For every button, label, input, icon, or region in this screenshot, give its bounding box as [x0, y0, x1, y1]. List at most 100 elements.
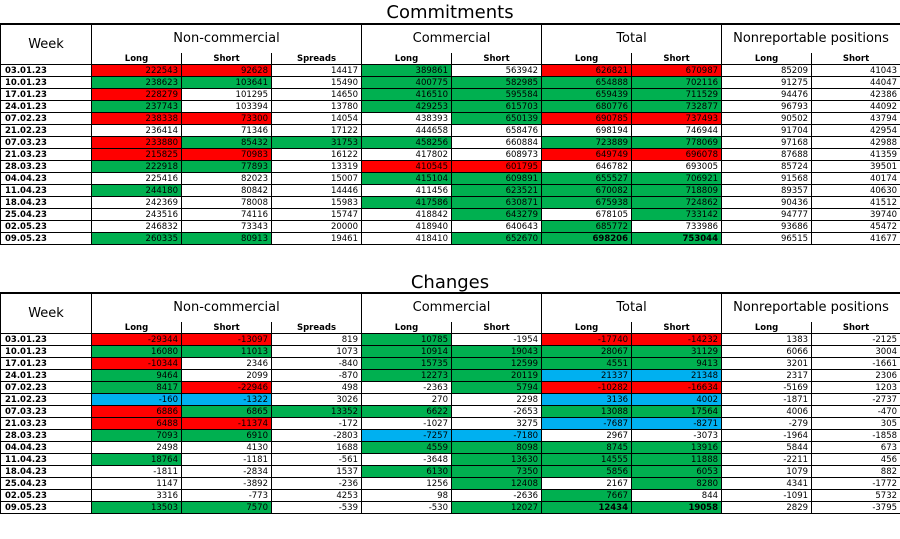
week-cell: 21.02.23	[0, 124, 92, 137]
value-cell: 1537	[271, 465, 362, 478]
week-cell: 25.04.23	[0, 208, 92, 221]
value-cell: 410545	[361, 160, 452, 173]
value-cell: 458256	[361, 136, 452, 149]
value-cell: 15747	[271, 208, 362, 221]
table-row: 21.02.23 -160 -1322 3026 270 2298 3136 4002 -187…	[0, 393, 900, 406]
table-row: 28.03.23 222918 77893 13319 410545 601795 6467…	[0, 160, 900, 173]
value-cell: 2306	[811, 369, 900, 382]
value-cell: -160	[91, 393, 182, 406]
value-cell: 844	[631, 489, 723, 502]
value-cell: 7093	[91, 429, 182, 442]
value-cell: -7687	[541, 417, 633, 430]
value-cell: 96515	[721, 232, 813, 245]
table-row: 21.02.23 236414 71346 17122 444658 658476 6981…	[0, 124, 900, 137]
value-cell: 4253	[271, 489, 362, 502]
value-cell: 73343	[181, 220, 272, 233]
value-cell: 92628	[181, 64, 272, 77]
value-cell: 2298	[450, 393, 543, 406]
week-cell: 09.05.23	[0, 232, 92, 245]
value-cell: 19461	[271, 232, 362, 245]
spreads-header: Spreads	[271, 53, 362, 65]
value-cell: 1383	[721, 333, 813, 346]
value-cell: 685772	[541, 220, 633, 233]
value-cell: 718809	[631, 184, 723, 197]
value-cell: 2317	[721, 369, 813, 382]
value-cell: 14650	[271, 88, 362, 101]
value-cell: 19043	[450, 345, 543, 358]
value-cell: -3795	[811, 501, 900, 514]
value-cell: 6066	[721, 345, 813, 358]
value-cell: 41359	[811, 148, 900, 161]
value-cell: 13088	[541, 405, 633, 418]
value-cell: 658476	[450, 124, 543, 137]
week-cell: 18.04.23	[0, 196, 92, 209]
value-cell: 778069	[631, 136, 723, 149]
value-cell: -773	[181, 489, 272, 502]
value-cell: 13630	[450, 453, 543, 466]
value-cell: 10914	[361, 345, 452, 358]
value-cell: -29344	[91, 333, 182, 346]
short-header: Short	[631, 322, 723, 334]
value-cell: 733986	[631, 220, 723, 233]
value-cell: 31753	[271, 136, 362, 149]
value-cell: 78008	[181, 196, 272, 209]
value-cell: 42386	[811, 88, 900, 101]
value-cell: -2636	[450, 489, 543, 502]
value-cell: 74116	[181, 208, 272, 221]
value-cell: -870	[271, 369, 362, 382]
week-cell: 24.01.23	[0, 100, 92, 113]
value-cell: 9413	[631, 357, 723, 370]
value-cell: -1954	[450, 333, 543, 346]
value-cell: -1772	[811, 477, 900, 490]
value-cell: 2167	[541, 477, 633, 490]
value-cell: 222918	[91, 160, 182, 173]
value-cell: 1147	[91, 477, 182, 490]
value-cell: 5732	[811, 489, 900, 502]
value-cell: 7350	[450, 465, 543, 478]
value-cell: -279	[721, 417, 813, 430]
table-row: 03.01.23 -29344 -13097 819 10785 -1954 -17740-…	[0, 333, 900, 346]
nonreportable-header: Nonreportable positions	[721, 293, 900, 322]
value-cell: -7180	[450, 429, 543, 442]
value-cell: 418842	[361, 208, 452, 221]
week-cell: 03.01.23	[0, 64, 92, 77]
value-cell: 13319	[271, 160, 362, 173]
nonreportable-header: Nonreportable positions	[721, 24, 900, 53]
value-cell: 626821	[541, 64, 633, 77]
value-cell: 13916	[631, 441, 723, 454]
value-cell: 678105	[541, 208, 633, 221]
value-cell: 6865	[181, 405, 272, 418]
value-cell: 1256	[361, 477, 452, 490]
value-cell: 6488	[91, 417, 182, 430]
value-cell: 680776	[541, 100, 633, 113]
table-row: 10.01.23 238623 103641 15490 400775 582985 654…	[0, 76, 900, 89]
value-cell: 3004	[811, 345, 900, 358]
value-cell: 7570	[181, 501, 272, 514]
commercial-header: Commercial	[360, 293, 543, 322]
value-cell: 643279	[450, 208, 543, 221]
value-cell: 400775	[361, 76, 452, 89]
value-cell: -14232	[631, 333, 723, 346]
long-header: Long	[541, 322, 633, 334]
value-cell: 444658	[361, 124, 452, 137]
value-cell: 12027	[450, 501, 543, 514]
value-cell: 12408	[450, 477, 543, 490]
short-header: Short	[811, 322, 900, 334]
value-cell: 15735	[361, 357, 452, 370]
value-cell: 16122	[271, 148, 362, 161]
value-cell: 103641	[181, 76, 272, 89]
value-cell: 80842	[181, 184, 272, 197]
table-row: 18.04.23 242369 78008 15983 417586 630871 6759…	[0, 196, 900, 209]
value-cell: 724862	[631, 196, 723, 209]
value-cell: 595584	[450, 88, 543, 101]
value-cell: -13097	[181, 333, 272, 346]
value-cell: 659439	[541, 88, 633, 101]
value-cell: 91704	[721, 124, 813, 137]
value-cell: 608973	[450, 148, 543, 161]
value-cell: 13352	[271, 405, 362, 418]
value-cell: 690785	[541, 112, 633, 125]
value-cell: 31129	[631, 345, 723, 358]
table-row: 21.03.23 6488 -11374 -172 -1027 3275 -7687 -827…	[0, 417, 900, 430]
week-cell: 21.03.23	[0, 148, 92, 161]
value-cell: -236	[271, 477, 362, 490]
